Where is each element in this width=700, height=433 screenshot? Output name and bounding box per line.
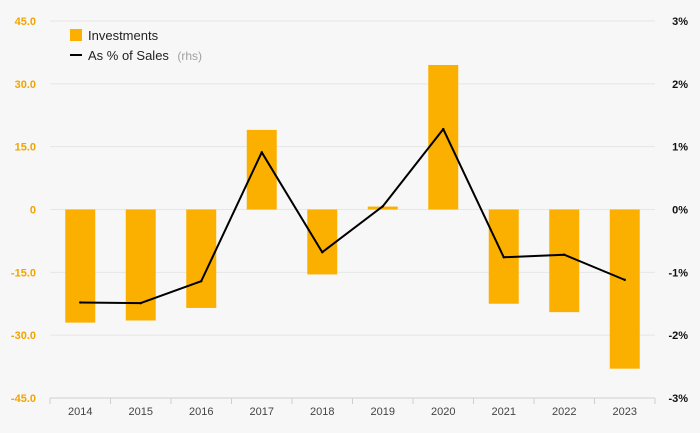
x-tick-label: 2016 [189,406,213,418]
axes: 45.0 30.0 15.0 0 -15.0 -30.0 -45.0 3% 2% 1% 0% -1% -… [11,16,688,418]
y-right-tick-label: 0% [672,205,688,217]
y-right-tick-label: 3% [672,16,688,28]
bar-investments [428,64,459,210]
line-point [502,256,505,259]
line-point [139,301,142,305]
y-left-tick-label: 30.0 [15,79,36,91]
y-right-tick-label: -2% [668,330,688,342]
y-left-tick-label: 45.0 [15,16,36,28]
y-right-tick-label: 1% [672,142,688,154]
legend-swatch-investments [70,29,82,41]
x-tick-label: 2018 [310,406,334,418]
legend-label-line-wrapper: As % of Sales (rhs) [88,47,202,64]
bar-investments [609,209,640,369]
line-point [79,301,82,304]
y-left-tick-label: 15.0 [15,142,36,154]
x-tick-label: 2021 [492,406,516,418]
bar-investments [307,209,338,275]
y-left-tick-label: 0 [30,205,36,217]
line-point [260,151,263,154]
x-tick-label: 2020 [431,406,455,418]
bar-investments [549,209,580,313]
bar-investments [65,209,96,323]
line-point [623,278,626,282]
line-as-pct-of-sales [80,128,626,305]
bars [65,64,640,369]
line-point [442,127,445,131]
y-left-tick-label: -30.0 [11,330,36,342]
legend-label-investments: Investments [88,28,159,43]
bar-investments [367,206,398,210]
y-right-tick-label: -1% [668,267,688,279]
x-tick-label: 2019 [371,406,395,418]
legend-label-line: As % of Sales [88,48,169,63]
legend-label-line-suffix: (rhs) [177,49,202,63]
y-left-tick-label: -45.0 [11,393,36,405]
line-point [321,251,324,254]
legend: Investments As % of Sales (rhs) [70,28,202,64]
line-point [563,253,566,256]
y-left-tick-label: -15.0 [11,267,36,279]
line-point [381,205,384,208]
x-tick-label: 2022 [552,406,576,418]
y-right-tick-label: -3% [668,393,688,405]
x-tick-label: 2017 [250,406,274,418]
x-tick-label: 2014 [68,406,92,418]
line-series [79,127,626,305]
x-tick-label: 2015 [129,406,153,418]
x-tick-label: 2023 [613,406,637,418]
line-point [200,279,203,283]
y-right-tick-label: 2% [672,79,688,91]
